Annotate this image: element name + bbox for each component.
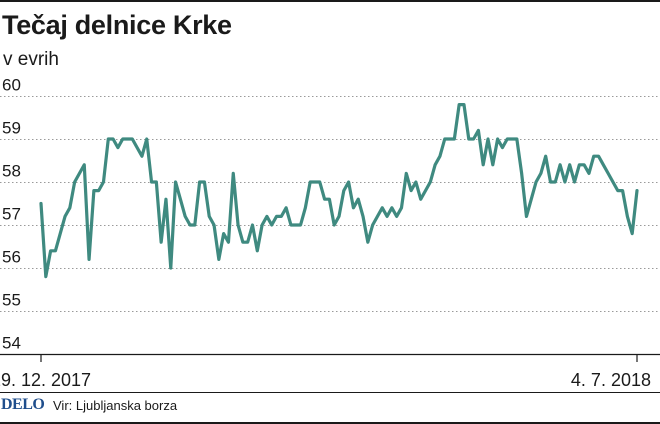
- chart-subtitle: v evrih: [3, 49, 59, 70]
- y-tick-label: 55: [2, 291, 21, 310]
- y-tick-label: 57: [2, 205, 21, 224]
- y-tick-label: 60: [2, 76, 21, 95]
- y-tick-label: 54: [2, 334, 21, 353]
- series-layer: [39, 103, 639, 279]
- bottom-rule: [0, 422, 660, 424]
- footer-rule: [0, 392, 660, 393]
- y-tick-label: 59: [2, 119, 21, 138]
- source-note: Vir: Ljubljanska borza: [53, 398, 178, 413]
- y-tick-label: 58: [2, 162, 21, 181]
- x-tick-label: 29. 12. 2017: [0, 370, 91, 390]
- y-tick-label: 56: [2, 248, 21, 267]
- brand-logo: DELO: [1, 396, 45, 413]
- x-tick-label: 4. 7. 2018: [571, 370, 651, 390]
- grid-layer: [0, 96, 660, 356]
- price-series-line: [39, 103, 639, 279]
- top-rule: [0, 0, 660, 2]
- tick-layer: 54 55 56 57 58 59 60 29. 12. 2017 4. 7. 2018: [0, 76, 651, 391]
- chart-title: Tečaj delnice Krke: [2, 10, 232, 40]
- line-chart: 54 55 56 57 58 59 60 29. 12. 2017 4. 7. 2018: [0, 76, 660, 391]
